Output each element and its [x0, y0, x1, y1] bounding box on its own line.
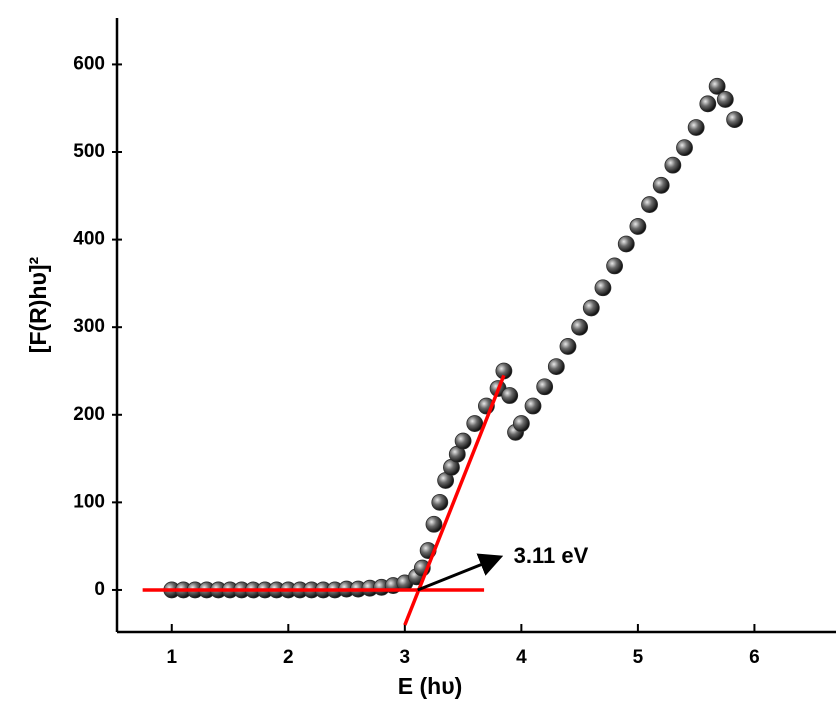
- y-tick-label: 200: [73, 404, 105, 425]
- data-point: [726, 111, 744, 129]
- x-tick-label: 1: [166, 647, 177, 668]
- data-point: [652, 176, 670, 194]
- y-tick-label: 100: [73, 491, 105, 512]
- data-point: [617, 235, 635, 253]
- data-point: [582, 299, 600, 317]
- data-point: [641, 196, 658, 213]
- y-axis-label: [F(R)hυ]²: [25, 256, 51, 353]
- data-point: [524, 397, 542, 415]
- data-point: [547, 358, 565, 376]
- data-point: [425, 515, 443, 533]
- x-tick-label: 3: [400, 647, 411, 668]
- data-point: [431, 493, 449, 511]
- data-point: [708, 77, 726, 95]
- data-point: [536, 378, 554, 396]
- data-point: [629, 218, 647, 235]
- data-point: [676, 139, 693, 157]
- x-tick-label: 5: [633, 647, 644, 668]
- x-tick-label: 4: [516, 647, 527, 668]
- data-point: [501, 387, 519, 404]
- data-point: [594, 279, 612, 297]
- x-tick-label: 6: [749, 647, 760, 668]
- data-point: [571, 318, 589, 336]
- annotation: 3.11 eV: [514, 543, 589, 568]
- y-tick-label: 400: [73, 229, 105, 250]
- data-point: [687, 119, 705, 136]
- annotation-arrow: [417, 553, 504, 592]
- data-point: [466, 415, 484, 432]
- x-tick-label: 2: [283, 647, 294, 668]
- y-tick-label: 0: [94, 579, 105, 600]
- y-tick-label: 600: [73, 53, 105, 74]
- data-point: [716, 91, 734, 108]
- fit-line: [403, 374, 506, 626]
- data-point: [664, 156, 682, 174]
- x-axis-label: E (hυ): [398, 673, 463, 699]
- y-tick-label: 500: [73, 141, 105, 162]
- data-point: [559, 338, 577, 355]
- data-point: [699, 95, 717, 113]
- data-point: [454, 432, 472, 450]
- y-tick-label: 300: [73, 316, 105, 337]
- data-point: [606, 257, 623, 275]
- data-point: [512, 415, 530, 432]
